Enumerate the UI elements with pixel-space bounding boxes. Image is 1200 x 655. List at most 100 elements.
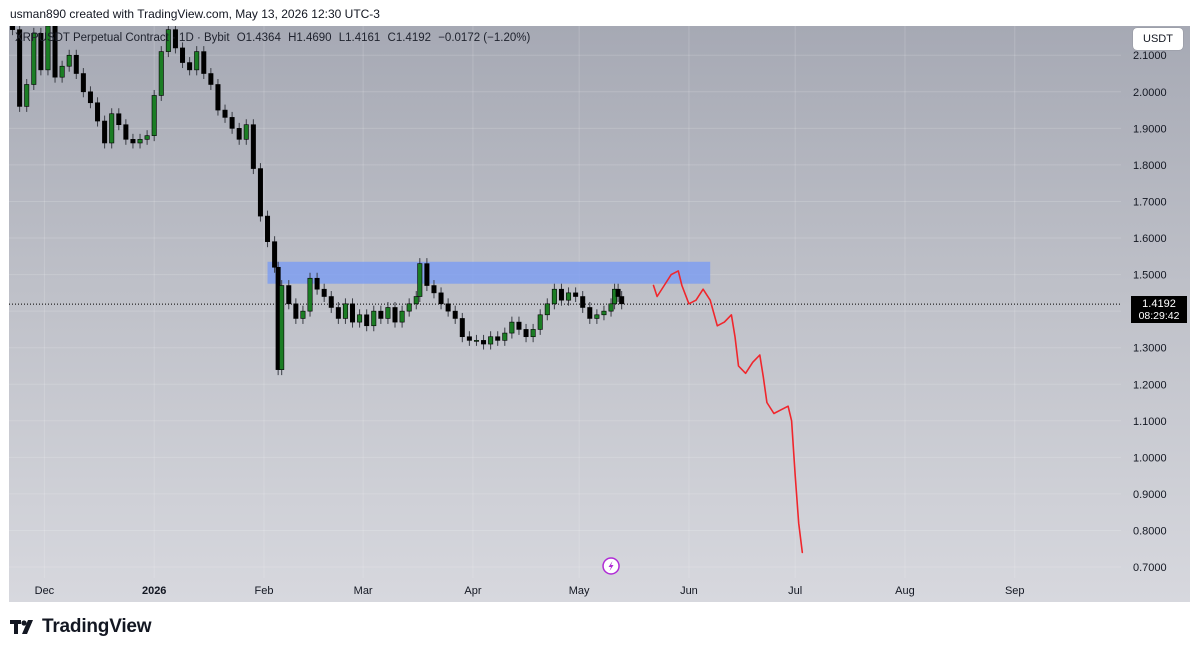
candle-body: [392, 307, 398, 323]
chart-creator-caption: usman890 created with TradingView.com, M…: [10, 7, 380, 21]
price-axis-tick-label: 1.2000: [1133, 379, 1167, 391]
candle-body: [144, 135, 150, 140]
candle-body: [229, 117, 235, 129]
candle-body: [466, 336, 472, 341]
candle-body: [551, 288, 557, 305]
price-axis-tick-label: 1.0000: [1133, 452, 1167, 464]
time-axis-tick-label: Jun: [680, 585, 698, 597]
last-price-label: 1.4192 08:29:42: [1131, 296, 1187, 323]
candle-body: [357, 314, 363, 323]
candle-body: [307, 277, 313, 312]
candle-body: [580, 296, 586, 308]
chart-area[interactable]: 2.1000 2.0000 1.9000 1.8000 1.7000 1.6000 1.50…: [9, 26, 1190, 602]
candle-body: [364, 314, 370, 327]
legend-high: H1.4690: [288, 32, 332, 44]
candle-body: [481, 340, 487, 345]
candle-body: [594, 314, 600, 319]
price-axis-tick-label: 2.0000: [1133, 87, 1167, 99]
candle-body: [215, 84, 221, 111]
candle-body: [509, 321, 515, 334]
candle-body: [601, 310, 607, 316]
candle-body: [66, 54, 72, 67]
time-axis-tick-label: Sep: [1005, 585, 1025, 597]
lightning-icon: [608, 561, 614, 571]
candle-body: [573, 292, 579, 297]
candle-body: [335, 307, 341, 319]
candle-body: [350, 303, 356, 323]
legend-open: O1.4364: [236, 32, 281, 44]
candle-body: [116, 113, 122, 126]
price-axis-tick-label: 0.7000: [1133, 562, 1167, 574]
candle-body: [371, 310, 377, 327]
symbol-legend: XRPUSDT Perpetual Contract · 1D · Bybit …: [15, 32, 534, 44]
candle-body: [137, 139, 143, 144]
time-axis-tick-label: Dec: [35, 585, 55, 597]
candle-body: [201, 51, 207, 74]
price-axis-tick-label: 1.3000: [1133, 343, 1167, 355]
candle-body: [59, 65, 65, 78]
candle-body: [279, 285, 285, 370]
candle-body: [95, 102, 101, 122]
candle-body: [151, 95, 157, 136]
candle-body: [265, 215, 271, 242]
candle-body: [31, 33, 37, 85]
legend-close: C1.4192: [387, 32, 432, 44]
candle-body: [187, 62, 193, 71]
candle-body: [431, 285, 437, 294]
projection-path: [652, 270, 804, 554]
candle-body: [272, 241, 278, 268]
candle-body: [158, 51, 164, 96]
price-axis-tick-label: 1.1000: [1133, 416, 1167, 428]
price-axis-tick-label: 1.7000: [1133, 196, 1167, 208]
candle-body: [544, 303, 550, 316]
brand-name: TradingView: [42, 616, 152, 637]
price-axis-tick-label: 1.5000: [1133, 270, 1167, 282]
time-axis-tick-label: Mar: [354, 585, 373, 597]
candle-body: [194, 51, 200, 71]
chart-plot[interactable]: 2.1000 2.0000 1.9000 1.8000 1.7000 1.6000 1.50…: [9, 26, 1190, 602]
candle-body: [45, 26, 51, 71]
candle-body: [488, 336, 494, 345]
candle-body: [321, 288, 327, 297]
legend-low: L1.4161: [338, 32, 381, 44]
price-axis-tick-label: 0.8000: [1133, 525, 1167, 537]
candle-body: [17, 29, 23, 107]
price-axis-tick-label: 1.8000: [1133, 160, 1167, 172]
currency-button[interactable]: USDT: [1133, 28, 1183, 50]
candle-body: [180, 47, 186, 63]
candle-body: [413, 296, 419, 305]
candle-body: [328, 296, 334, 308]
time-axis-tick-label: Feb: [254, 585, 273, 597]
bar-countdown: 08:29:42: [1138, 310, 1180, 322]
price-axis-tick-label: 1.9000: [1133, 123, 1167, 135]
price-axis-tick-label: 1.6000: [1133, 233, 1167, 245]
candle-body: [537, 314, 543, 330]
candle-body: [24, 84, 30, 107]
symbol-title[interactable]: XRPUSDT Perpetual Contract · 1D · Bybit: [15, 32, 230, 44]
candle-body: [123, 124, 129, 140]
tradingview-logo[interactable]: TradingView: [10, 616, 152, 638]
candle-body: [87, 91, 93, 104]
candle-body: [38, 33, 44, 71]
candle-body: [52, 26, 58, 78]
candle-body: [222, 109, 228, 118]
last-price-value: 1.4192: [1142, 298, 1176, 310]
candle-body: [438, 292, 444, 305]
candle-body: [130, 139, 136, 144]
candle-body: [587, 307, 593, 319]
candle-body: [502, 332, 508, 341]
candle-body: [516, 321, 522, 330]
candle-body: [385, 307, 391, 319]
time-axis-tick-label: 2026: [142, 585, 166, 597]
candle-body: [80, 73, 86, 93]
time-axis-tick-label: Jul: [788, 585, 802, 597]
candle-body: [417, 263, 423, 297]
candle-body: [473, 340, 479, 342]
time-axis-tick-label: Aug: [895, 585, 915, 597]
candle-body: [300, 310, 306, 319]
candle-body: [424, 263, 430, 286]
candle-body: [452, 310, 458, 319]
candle-body: [236, 128, 242, 140]
candle-body: [399, 310, 405, 323]
candle-body: [102, 120, 108, 144]
